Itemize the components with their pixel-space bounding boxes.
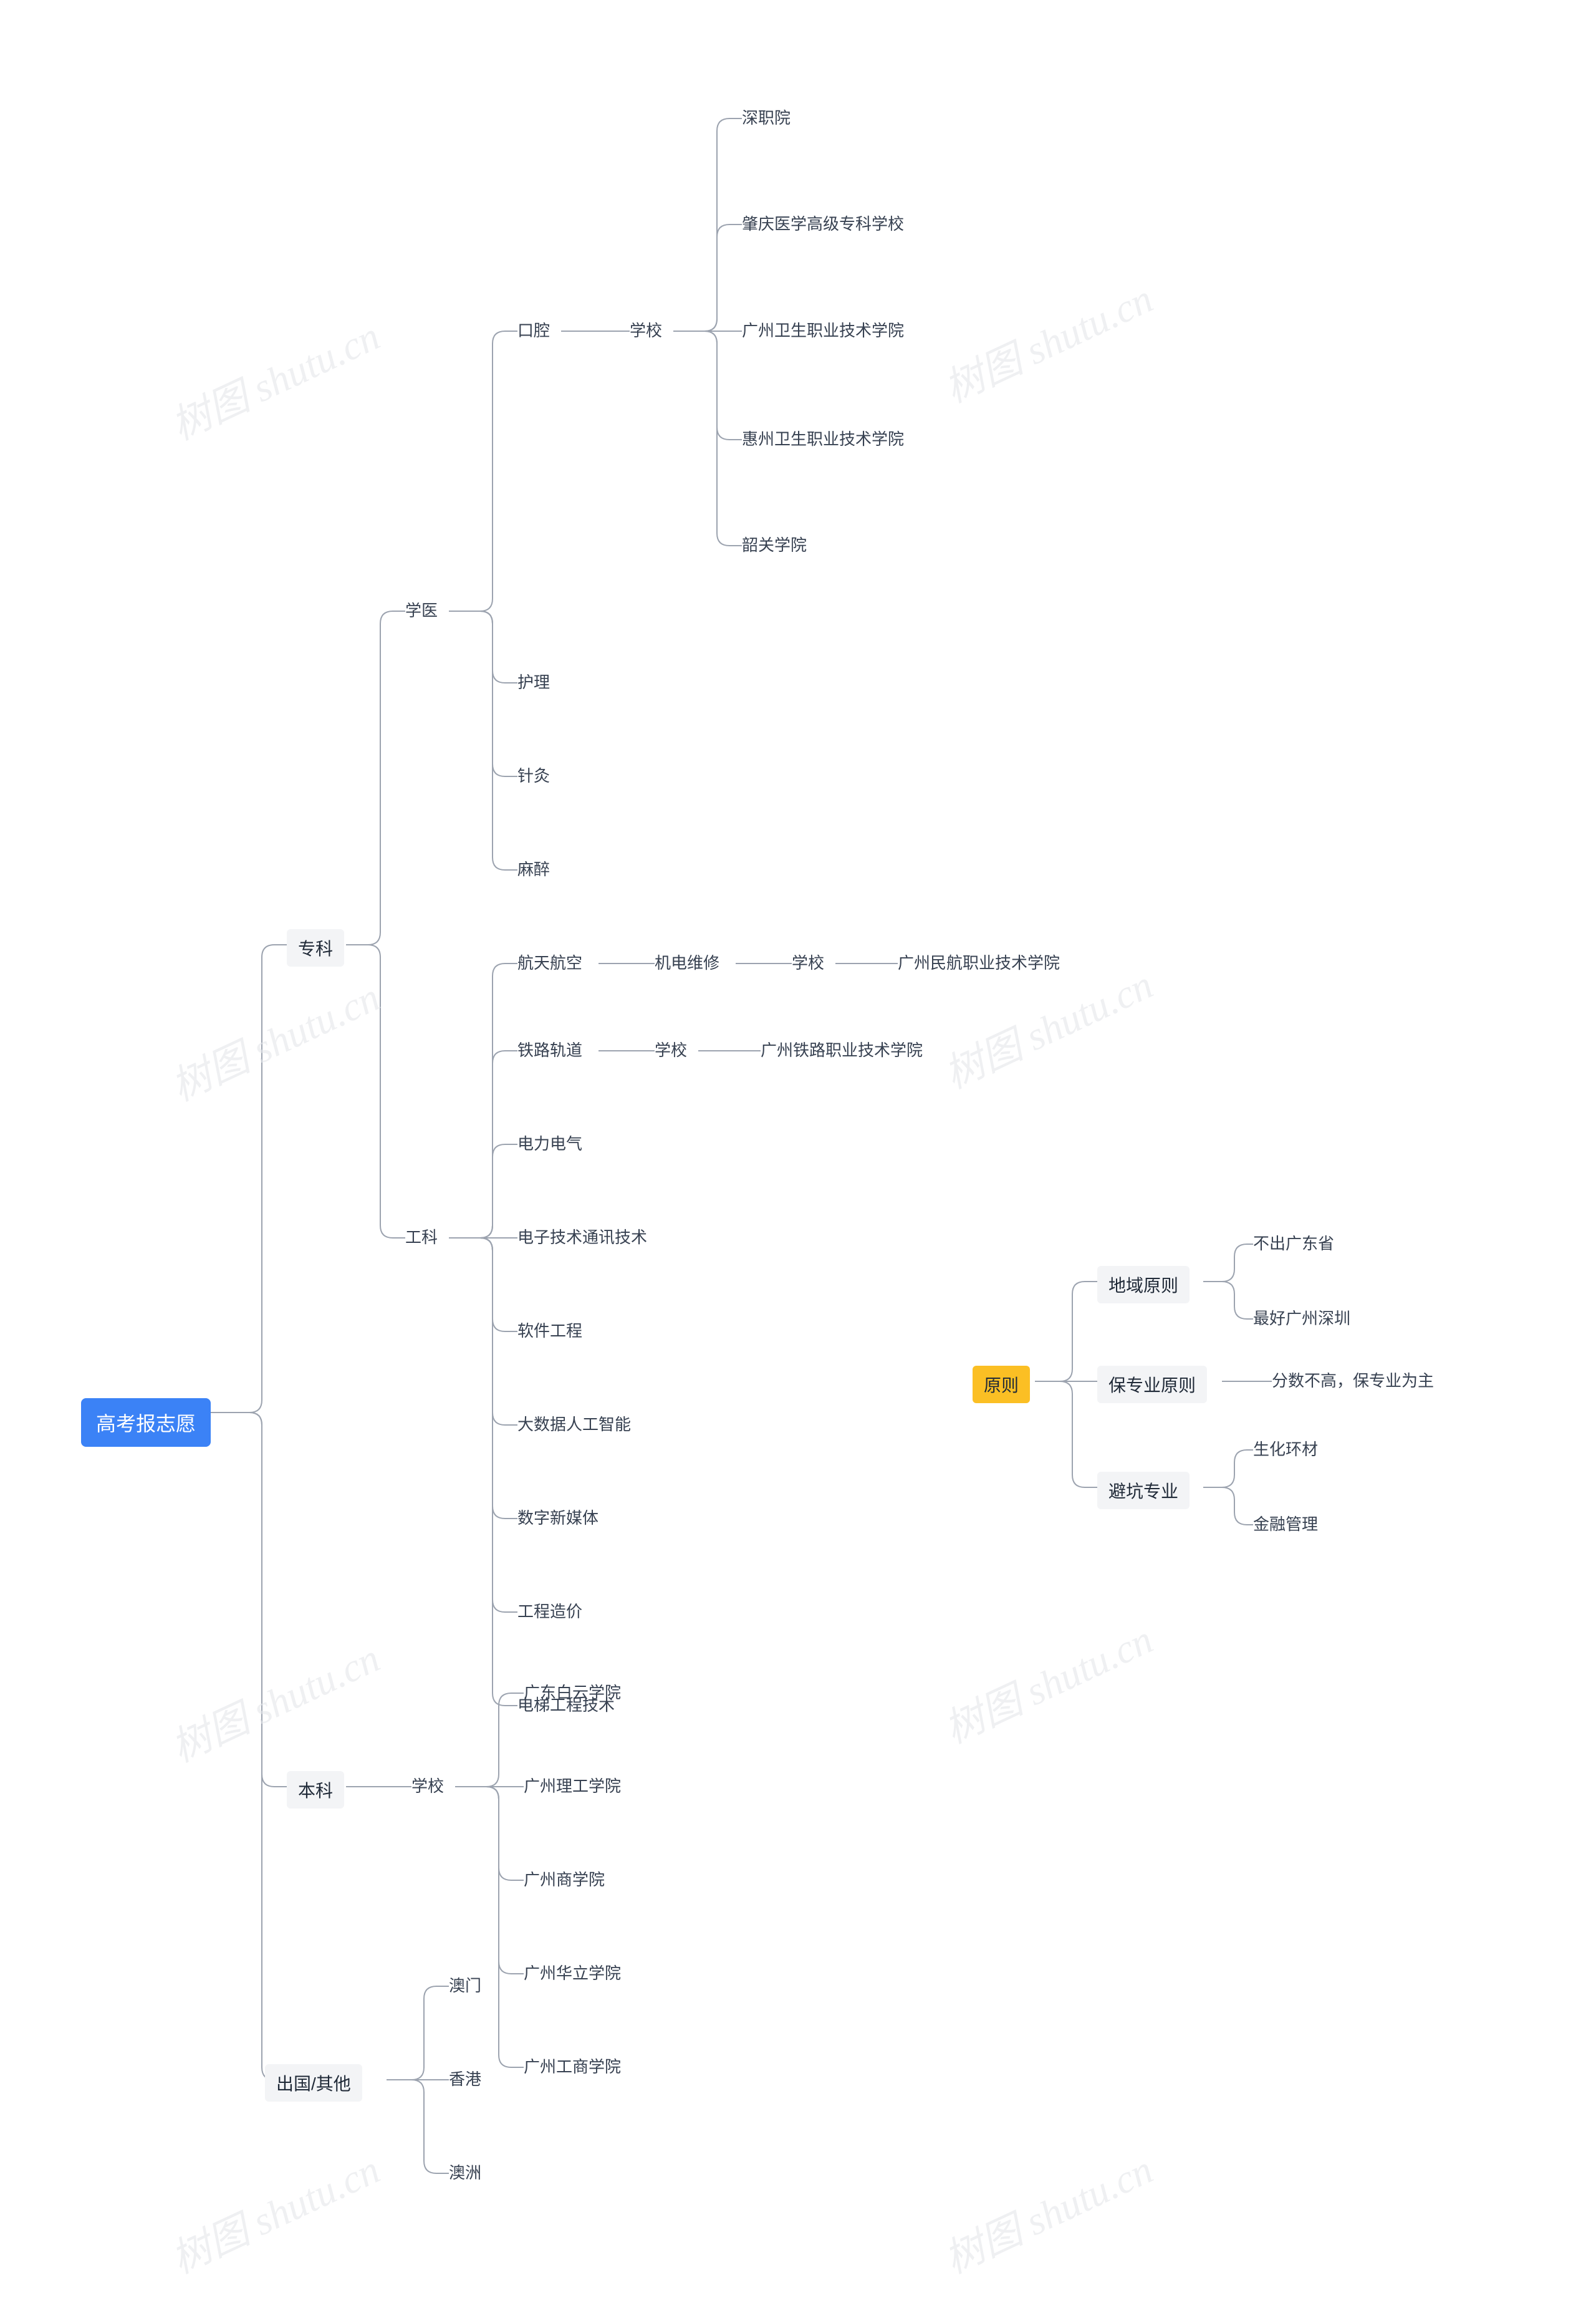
node-dashuju[interactable]: 大数据人工智能 [517, 1409, 631, 1437]
branch-zhuanke[interactable]: 专科 [287, 929, 344, 967]
node-bikeng[interactable]: 避坑专业 [1097, 1472, 1190, 1509]
node-shaoguan[interactable]: 韶关学院 [742, 530, 807, 558]
branch-benke[interactable]: 本科 [287, 1771, 344, 1809]
node-minhang[interactable]: 广州民航职业技术学院 [898, 948, 1060, 976]
node-zhenjiu[interactable]: 针灸 [517, 761, 550, 789]
node-diyu[interactable]: 地域原则 [1097, 1266, 1190, 1303]
node-shangxueyuan[interactable]: 广州商学院 [524, 1865, 605, 1893]
branch-chuguo[interactable]: 出国/其他 [265, 2064, 362, 2102]
node-jinrong[interactable]: 金融管理 [1253, 1509, 1318, 1537]
node-huali[interactable]: 广州华立学院 [524, 1958, 621, 1986]
node-kouqiang[interactable]: 口腔 [517, 316, 550, 344]
connectors-svg [0, 0, 1596, 2323]
node-aozhou[interactable]: 澳洲 [449, 2158, 481, 2186]
node-hzweisheng[interactable]: 惠州卫生职业技术学院 [742, 424, 904, 452]
node-gongcheng[interactable]: 工程造价 [517, 1596, 582, 1625]
node-tielu[interactable]: 铁路轨道 [517, 1035, 582, 1063]
node-xueyi[interactable]: 学医 [405, 596, 438, 624]
node-baozhuanye[interactable]: 保专业原则 [1097, 1366, 1207, 1403]
node-dianli[interactable]: 电力电气 [517, 1129, 582, 1157]
watermark: 树图 shutu.cn [160, 304, 387, 451]
root-node[interactable]: 高考报志愿 [81, 1398, 211, 1447]
node-ligong[interactable]: 广州理工学院 [524, 1771, 621, 1799]
node-gongshang[interactable]: 广州工商学院 [524, 2052, 621, 2080]
node-zuihao[interactable]: 最好广州深圳 [1253, 1303, 1350, 1331]
node-mazui[interactable]: 麻醉 [517, 854, 550, 882]
node-gztielu[interactable]: 广州铁路职业技术学院 [761, 1035, 923, 1063]
watermark: 树图 shutu.cn [160, 2138, 387, 2284]
node-ht-xuexiao[interactable]: 学校 [792, 948, 824, 976]
node-gongke[interactable]: 工科 [405, 1222, 438, 1250]
node-baiyun[interactable]: 广东白云学院 [524, 1678, 621, 1706]
watermark: 树图 shutu.cn [933, 1608, 1160, 1754]
node-zhaoqing[interactable]: 肇庆医学高级专科学校 [742, 209, 904, 237]
node-ruanjian[interactable]: 软件工程 [517, 1316, 582, 1344]
node-hangtian[interactable]: 航天航空 [517, 948, 582, 976]
watermark: 树图 shutu.cn [160, 1626, 387, 1773]
node-bk-xuexiao[interactable]: 学校 [411, 1771, 444, 1799]
watermark: 树图 shutu.cn [160, 965, 387, 1112]
node-xianggang[interactable]: 香港 [449, 2064, 481, 2092]
node-aomen[interactable]: 澳门 [449, 1971, 481, 1999]
node-tl-xuexiao[interactable]: 学校 [655, 1035, 687, 1063]
node-shenghua[interactable]: 生化环材 [1253, 1434, 1318, 1462]
watermark: 树图 shutu.cn [933, 2138, 1160, 2284]
node-dianzi[interactable]: 电子技术通讯技术 [517, 1222, 647, 1250]
node-fenshu[interactable]: 分数不高，保专业为主 [1272, 1366, 1434, 1394]
node-yuanze[interactable]: 原则 [973, 1366, 1030, 1403]
node-buchuguangdong[interactable]: 不出广东省 [1253, 1229, 1334, 1257]
watermark: 树图 shutu.cn [933, 267, 1160, 413]
node-gzweisheng[interactable]: 广州卫生职业技术学院 [742, 316, 904, 344]
node-shenzhiyuan[interactable]: 深职院 [742, 103, 791, 131]
node-kq-xuexiao[interactable]: 学校 [630, 316, 662, 344]
node-huli[interactable]: 护理 [517, 667, 550, 695]
node-shuzi[interactable]: 数字新媒体 [517, 1503, 598, 1531]
node-jidian[interactable]: 机电维修 [655, 948, 719, 976]
